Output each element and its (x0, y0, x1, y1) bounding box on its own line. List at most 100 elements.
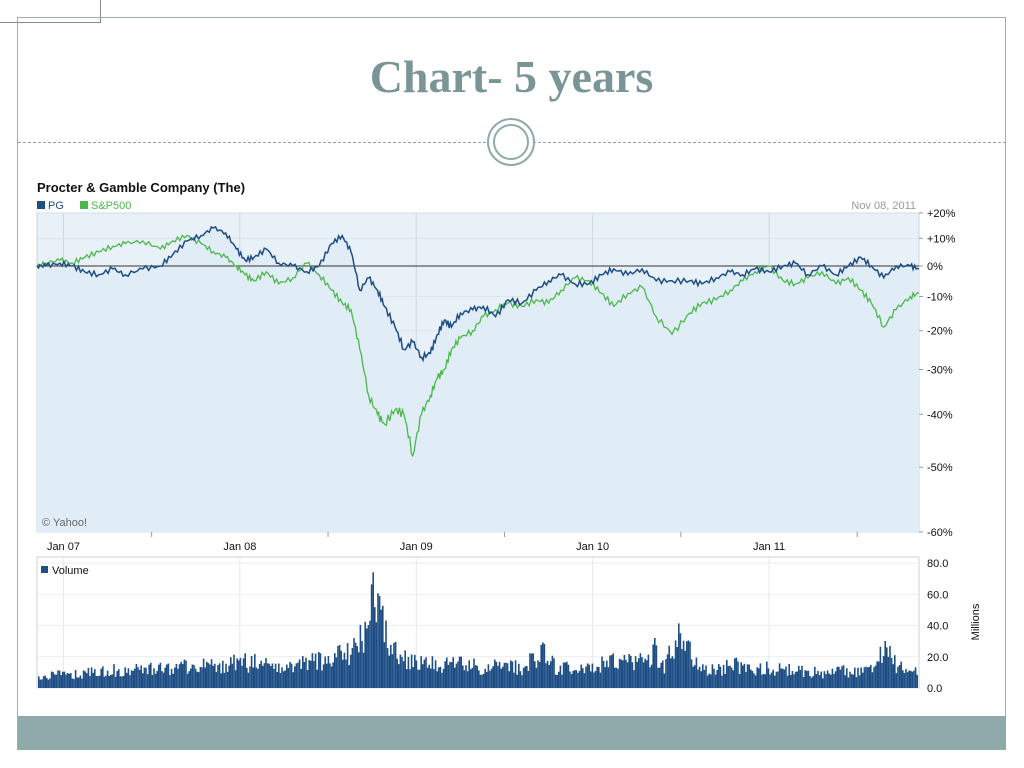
volume-bar (545, 663, 547, 688)
volume-bar (847, 677, 850, 688)
volume-bar (503, 662, 506, 688)
volume-bar (737, 661, 739, 688)
volume-bar (628, 654, 630, 688)
volume-bar (567, 664, 570, 688)
volume-bar (188, 671, 190, 688)
volume-bar (246, 667, 248, 688)
volume-bar (406, 669, 408, 688)
volume-bar (868, 667, 870, 688)
volume-bar (294, 666, 296, 688)
volume-bar (250, 656, 253, 688)
volume-bar (92, 672, 94, 688)
volume-bar (487, 664, 490, 688)
volume-bar (561, 674, 563, 688)
volume-bar (839, 669, 842, 688)
volume-bar (460, 656, 462, 688)
volume-bar (844, 675, 846, 688)
volume-bar (841, 666, 843, 688)
volume-bar (906, 672, 909, 688)
volume-bar (255, 667, 258, 688)
volume-bar (670, 658, 672, 688)
volume-bar (334, 653, 336, 688)
volume-bar (724, 673, 726, 688)
volume-bar (220, 673, 222, 688)
volume-bar (722, 664, 725, 688)
volume-bar (308, 660, 310, 688)
volume-bar (745, 671, 747, 688)
volume-bar (655, 645, 658, 688)
legend-swatch-pg (37, 201, 45, 209)
volume-bar (198, 672, 200, 688)
volume-bar (38, 676, 40, 688)
volume-bar (623, 654, 626, 688)
volume-bar (674, 640, 677, 688)
volume-bar (743, 663, 746, 688)
volume-bar (710, 674, 712, 688)
volume-bar (786, 675, 789, 688)
volume-bar (690, 659, 693, 688)
volume-bar (388, 655, 390, 688)
volume-bar (182, 663, 184, 688)
volume-bar (575, 670, 578, 688)
volume-bar (543, 643, 546, 688)
volume-bar (458, 656, 461, 688)
pg-area-fill (37, 226, 919, 532)
volume-bar (166, 664, 168, 688)
volume-bar (633, 670, 635, 688)
volume-bar (508, 671, 510, 688)
volume-bar (900, 661, 902, 688)
volume-bar (204, 667, 206, 688)
volume-bar (321, 670, 323, 688)
volume-bar (519, 671, 522, 688)
volume-bar (660, 662, 662, 688)
volume-bar (620, 659, 622, 688)
volume-bar (482, 673, 485, 688)
volume-bar (641, 657, 643, 688)
volume-bar (367, 625, 370, 688)
volume-bar (324, 656, 326, 688)
volume-bar (473, 658, 475, 688)
volume-bar (489, 670, 491, 688)
volume-bar (500, 668, 502, 688)
volume-bar (606, 660, 608, 688)
volume-bar (193, 664, 195, 688)
volume-bar (377, 593, 379, 688)
volume-bar (828, 673, 830, 688)
volume-bar (316, 669, 318, 688)
volume-bar (802, 677, 805, 688)
volume-bar (521, 675, 523, 688)
volume-bar (879, 646, 882, 688)
x-tick-label: Jan 08 (223, 541, 256, 553)
volume-legend-swatch (41, 566, 48, 573)
volume-bar (281, 667, 283, 688)
volume-bar (798, 665, 800, 688)
volume-bar (372, 572, 374, 688)
volume-bar (154, 673, 157, 688)
volume-bar (172, 673, 174, 688)
volume-bar (430, 668, 432, 688)
volume-bar (146, 674, 149, 688)
volume-bar (718, 664, 720, 688)
volume-bar (158, 664, 160, 688)
volume-bar (278, 663, 280, 688)
volume-bar (609, 655, 611, 688)
volume-bar (127, 668, 130, 688)
volume-bar (226, 671, 229, 688)
volume-bar (564, 662, 566, 688)
volume-bar (554, 674, 557, 688)
volume-bar (446, 657, 448, 688)
volume-bar (327, 656, 330, 688)
volume-bar (858, 675, 861, 688)
volume-bar (534, 661, 536, 688)
volume-bar (726, 660, 728, 688)
volume-bar (438, 667, 440, 688)
volume-bar (174, 667, 176, 688)
volume-bar (574, 670, 576, 688)
volume-bar (142, 673, 144, 688)
volume-bar (770, 672, 773, 688)
volume-bar (486, 671, 488, 688)
volume-bar (361, 641, 363, 688)
volume-bar (426, 667, 429, 688)
volume-bar (95, 676, 98, 688)
